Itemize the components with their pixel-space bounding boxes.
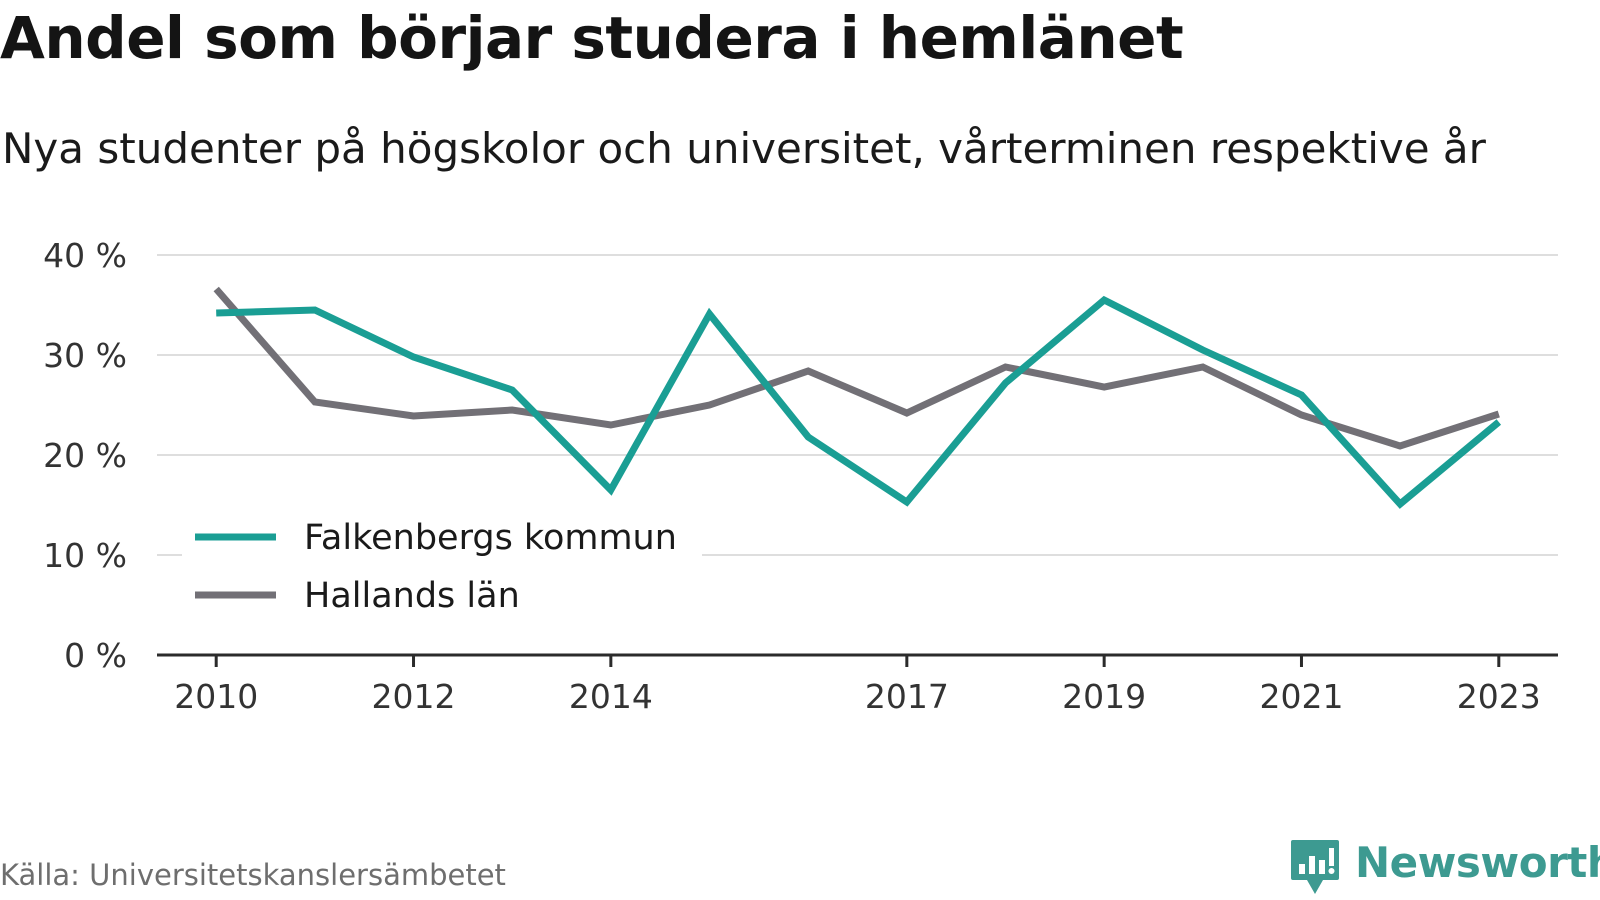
legend-label: Hallands län xyxy=(304,576,520,616)
series-line-hallands-län xyxy=(213,286,1500,450)
x-tick-label: 2021 xyxy=(1259,677,1343,716)
x-tick-label: 2012 xyxy=(372,677,456,716)
y-tick-label: 0 % xyxy=(64,636,127,675)
chart-subtitle: Nya studenter på högskolor och universit… xyxy=(2,124,1486,173)
source-note: Källa: Universitetskanslersämbetet xyxy=(0,858,506,892)
series-lines xyxy=(213,286,1502,509)
axes: 0 % 10 % 20 % 30 % 40 % 2010 2012 2014 2017 2019 2… xyxy=(43,236,1558,716)
chart-title: Andel som börjar studera i hemlänet xyxy=(0,4,1184,72)
newsworthy-logo-icon xyxy=(1291,840,1339,894)
gridlines xyxy=(157,254,1558,556)
x-tick-label: 2017 xyxy=(865,677,949,716)
y-tick-label: 10 % xyxy=(43,536,127,575)
y-tick-label: 20 % xyxy=(43,436,127,475)
legend: Falkenbergs kommun Hallands län xyxy=(182,512,702,616)
y-tick-label: 30 % xyxy=(43,336,127,375)
x-tick-label: 2014 xyxy=(569,677,653,716)
x-tick-label: 2023 xyxy=(1457,677,1541,716)
series-line-falkenbergs-kommun xyxy=(216,295,1502,509)
x-tick-label: 2010 xyxy=(174,677,258,716)
brand-name: Newsworthy xyxy=(1355,838,1600,887)
y-tick-label: 40 % xyxy=(43,236,127,275)
legend-label: Falkenbergs kommun xyxy=(304,518,677,558)
brand-logo: Newsworthy xyxy=(1289,838,1600,898)
x-tick-label: 2019 xyxy=(1062,677,1146,716)
